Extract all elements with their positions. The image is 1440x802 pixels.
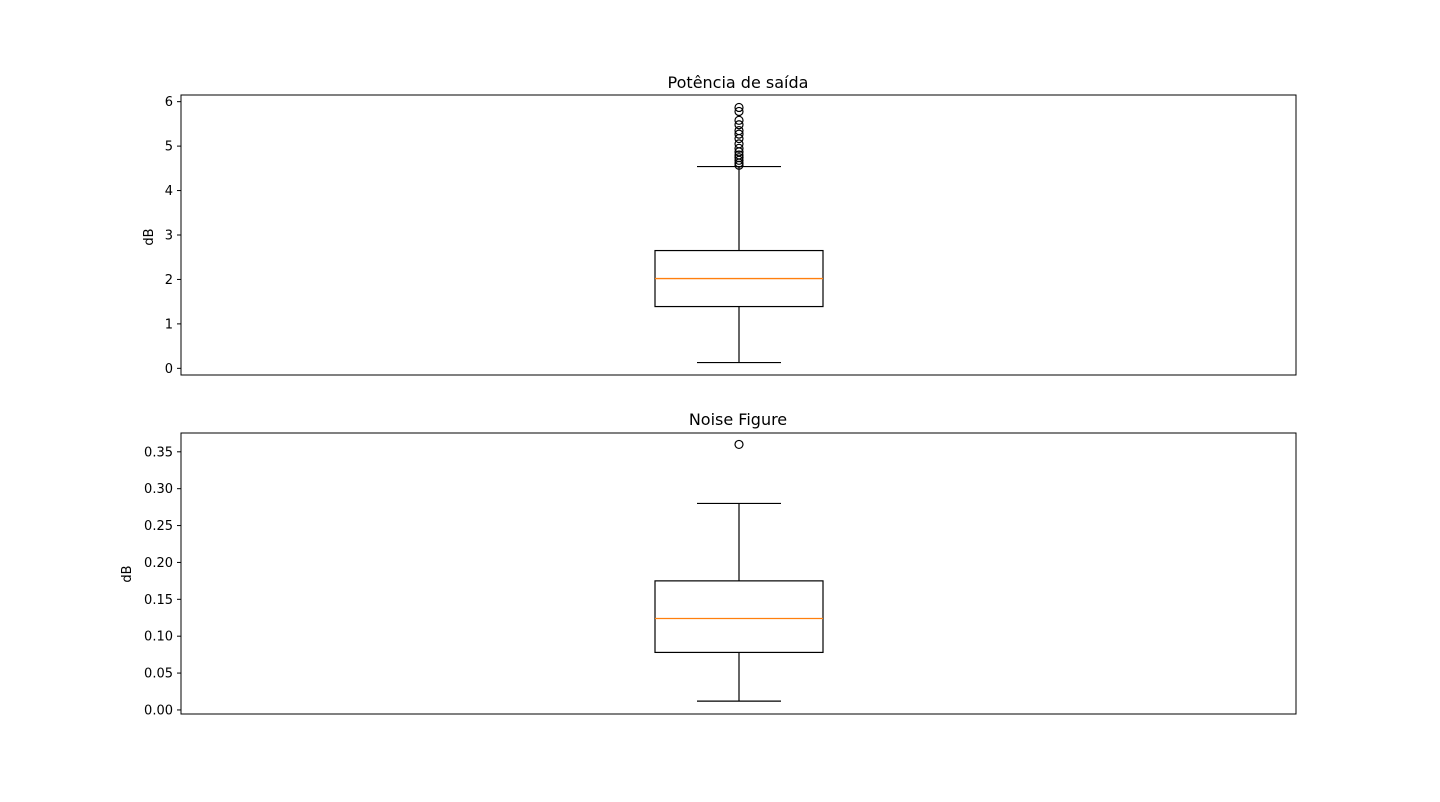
y-tick-label: 0.05 <box>144 667 173 682</box>
y-tick-label: 2 <box>165 273 173 288</box>
y-axis-label: dB <box>142 228 157 245</box>
y-tick-label: 0.15 <box>144 593 173 608</box>
y-tick-label: 0.30 <box>144 482 173 497</box>
y-tick-label: 4 <box>165 184 173 199</box>
y-tick-label: 0 <box>165 362 173 377</box>
y-tick-label: 3 <box>165 229 173 244</box>
chart-title: Noise Figure <box>689 410 787 429</box>
y-tick-label: 0.25 <box>144 519 173 534</box>
y-axis-label: dB <box>120 565 135 582</box>
y-tick-label: 0.00 <box>144 703 173 718</box>
y-tick-label: 6 <box>165 95 173 110</box>
chart-title: Potência de saída <box>668 73 809 92</box>
y-tick-label: 1 <box>165 317 173 332</box>
y-tick-label: 0.10 <box>144 630 173 645</box>
y-tick-label: 0.35 <box>144 445 173 460</box>
y-tick-label: 0.20 <box>144 556 173 571</box>
y-tick-label: 5 <box>165 140 173 155</box>
